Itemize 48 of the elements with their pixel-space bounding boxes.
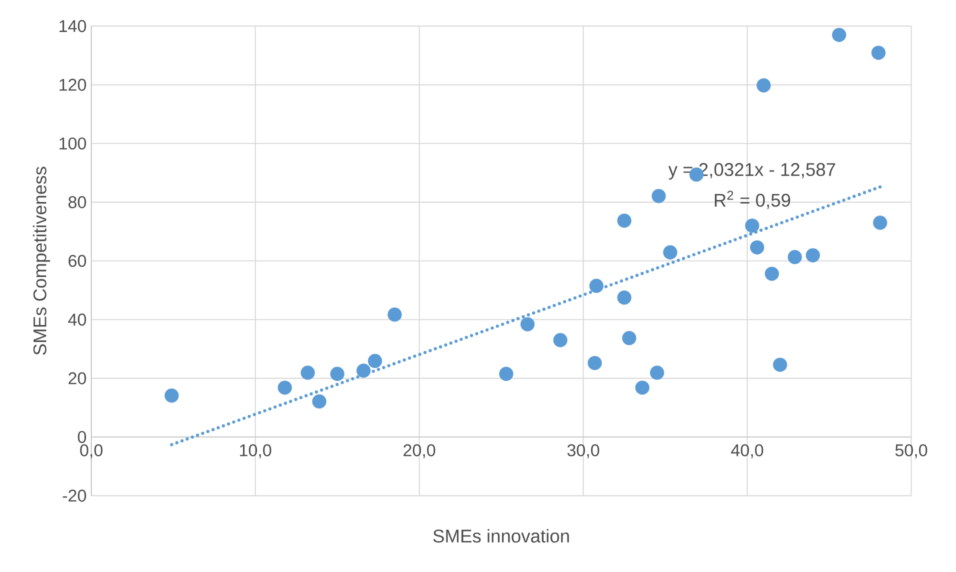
point (635, 380, 650, 395)
point (589, 278, 604, 293)
point (663, 245, 678, 260)
point (832, 28, 846, 42)
x-axis-title: SMEs innovation (433, 529, 569, 543)
point (388, 307, 402, 322)
y-tick-label: 60 (68, 254, 86, 267)
y-tick-label: 80 (68, 196, 86, 208)
point (652, 188, 666, 204)
point (312, 394, 326, 409)
point (806, 248, 820, 262)
x-tick-label: 10,0 (240, 444, 272, 458)
point (356, 364, 371, 378)
x-tick-label: 50,0 (895, 444, 928, 458)
x-tick-label: 40,0 (731, 444, 764, 458)
y-tick-label: 140 (60, 20, 86, 32)
point (330, 366, 344, 381)
point (764, 266, 779, 281)
point (750, 240, 764, 254)
y-tick-label: -20 (62, 490, 86, 502)
point (300, 366, 315, 380)
y-tick-label: 20 (68, 372, 86, 384)
point (617, 214, 632, 228)
point (520, 317, 535, 332)
x-tick-label: 30,0 (567, 444, 600, 458)
point (588, 356, 602, 370)
y-tick-label: 100 (60, 137, 86, 150)
point (650, 366, 664, 380)
point (622, 330, 636, 346)
point (756, 78, 771, 92)
y-tick-label: 120 (60, 78, 86, 91)
point (553, 333, 568, 348)
y-axis-title: SMEs Competitiveness (32, 166, 50, 355)
point (873, 216, 888, 230)
point (368, 354, 382, 368)
x-tick-label: 0,0 (80, 444, 102, 458)
point (617, 290, 632, 305)
point (788, 250, 802, 264)
point (499, 366, 514, 381)
y-tick-label: 0 (78, 430, 86, 443)
point (745, 218, 760, 233)
point (871, 46, 886, 60)
annotation: R$^{2}$ = 0,59 (714, 190, 790, 209)
x-tick-label: 20,0 (404, 444, 436, 458)
point (164, 388, 179, 403)
y-tick-label: 40 (68, 314, 86, 326)
point (772, 358, 788, 372)
point (278, 380, 292, 395)
